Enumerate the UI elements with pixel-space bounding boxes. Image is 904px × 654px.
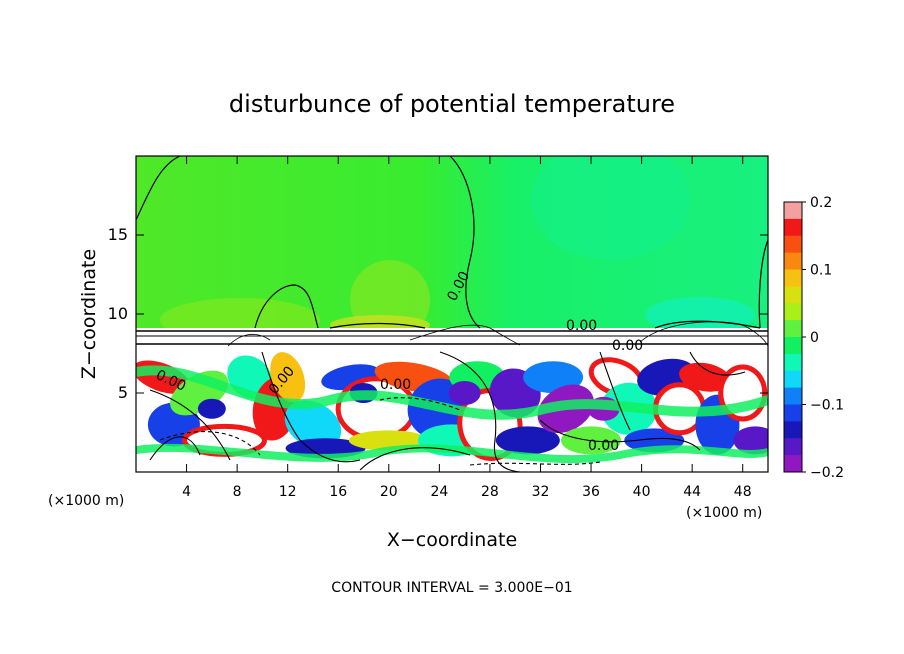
colorbar-tick-label: 0.2: [810, 195, 832, 211]
field-blob: [733, 426, 768, 455]
y-tick-label: 10: [108, 304, 128, 323]
contour-label: 0.00: [380, 377, 411, 393]
colorbar-swatch: [784, 387, 802, 405]
field-seam: [136, 443, 768, 464]
field-blob: [448, 381, 481, 405]
y-tick-label: 15: [108, 225, 128, 244]
contour-line: [254, 284, 319, 329]
y-axis: 5 10 15: [108, 225, 768, 402]
field-blob: [270, 352, 306, 403]
contour-line: [654, 320, 761, 329]
chart-title: disturbunce of potential temperature: [229, 90, 675, 118]
x-tick-label: 8: [233, 484, 242, 500]
colorbar-swatch: [784, 252, 802, 270]
field-seam: [136, 365, 768, 420]
x-unit-label: (×1000 m): [686, 505, 762, 521]
colorbar-tick-label: −0.2: [810, 465, 844, 481]
contour-line: [136, 156, 181, 221]
x-axis: 4 8 12 16 20 24 28 32 36 40 44 48: [182, 156, 752, 500]
contour-line: [758, 239, 768, 329]
contour-interval-note: CONTOUR INTERVAL = 3.000E−01: [331, 580, 572, 596]
x-tick-label: 4: [182, 484, 191, 500]
lower-contours: [149, 351, 746, 472]
colorbar-tick-label: −0.1: [810, 398, 844, 414]
ridge-contours: [227, 321, 768, 347]
field-blob: [284, 400, 342, 449]
colorbar: 0.2 0.1 0 −0.1 −0.2: [783, 195, 844, 481]
colorbar-tick-label: 0: [810, 330, 819, 346]
colorbar-swatch: [784, 218, 802, 237]
x-tick-label: 36: [582, 484, 600, 500]
contour-lines: [136, 156, 768, 329]
x-tick-label: 32: [532, 484, 550, 500]
colorbar-swatch: [784, 455, 802, 473]
contour-label: 0.00: [566, 318, 597, 334]
colorbar-swatch: [784, 370, 802, 389]
inversion-band: [136, 328, 768, 348]
colorbar-swatch: [784, 269, 802, 287]
colorbar-swatch: [784, 202, 802, 220]
colorbar-swatch: [784, 303, 802, 321]
contour-line: [329, 322, 426, 329]
upper-cool-patch: [530, 156, 690, 260]
x-tick-label: 40: [633, 484, 651, 500]
x-tick-label: 24: [430, 484, 448, 500]
colorbar-swatch: [784, 235, 802, 254]
x-tick-label: 16: [329, 484, 347, 500]
colorbar-swatch: [784, 353, 802, 372]
field-blob: [679, 362, 731, 392]
y-tick-label: 5: [118, 383, 128, 402]
colorbar-swatch: [784, 320, 802, 338]
colorbar-swatch: [784, 337, 802, 355]
colorbar-tick-label: 0.1: [810, 263, 832, 279]
x-tick-label: 20: [380, 484, 398, 500]
colorbar-swatch: [784, 286, 802, 304]
x-tick-label: 44: [683, 484, 701, 500]
contour-line: [449, 156, 481, 329]
field-blob: [197, 398, 226, 419]
x-axis-label: X−coordinate: [387, 529, 517, 551]
colorbar-swatch: [784, 404, 802, 422]
upper-cool-patch: [645, 297, 755, 333]
contour-label: 0.00: [612, 338, 643, 354]
x-tick-label: 12: [279, 484, 297, 500]
lower-field: [136, 348, 768, 472]
y-unit-label: (×1000 m): [48, 493, 124, 509]
x-tick-label: 28: [481, 484, 499, 500]
field-blob: [495, 426, 560, 455]
y-axis-label: Z−coordinate: [78, 249, 100, 379]
colorbar-swatch: [784, 421, 802, 439]
plot-area: 0.00 0.00 0.00 0.00 0.00 0.00 0.00: [136, 156, 768, 472]
contour-label: 0.00: [588, 438, 619, 454]
x-tick-label: 48: [734, 484, 752, 500]
colorbar-swatch: [784, 438, 802, 456]
